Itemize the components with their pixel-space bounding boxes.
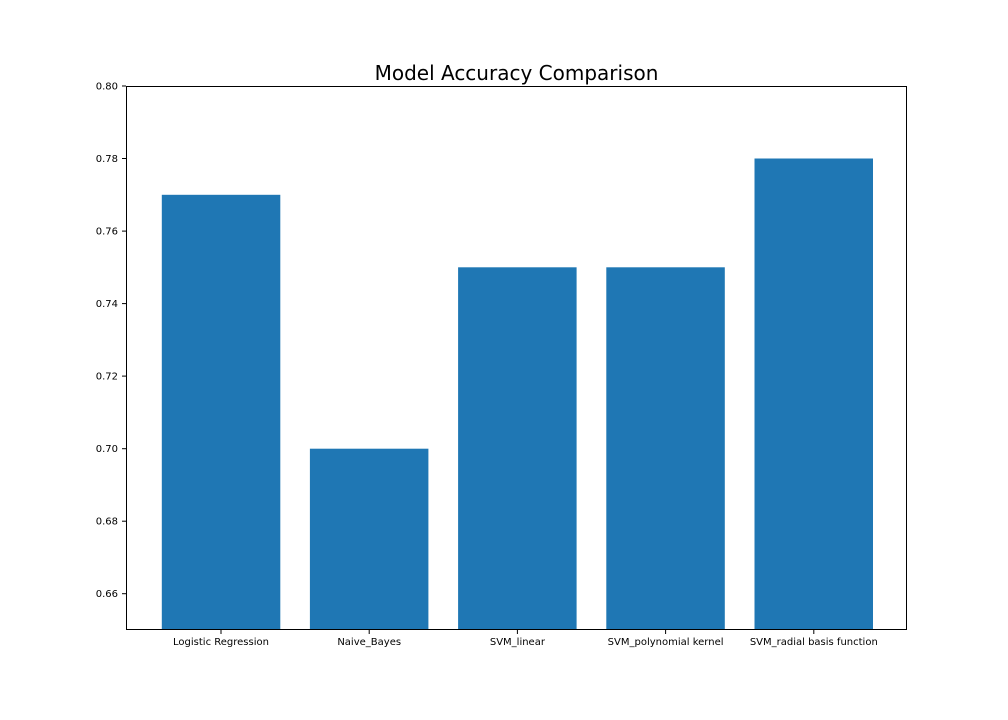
bar-1 <box>161 194 281 631</box>
y-tick-label: 0.66 <box>96 589 118 600</box>
chart-title: Model Accuracy Comparison <box>375 61 659 85</box>
bar-5 <box>754 158 873 630</box>
bar-2 <box>309 448 429 630</box>
y-tick-label: 0.74 <box>96 299 118 310</box>
x-tick-label: SVM_polynomial kernel <box>608 637 724 648</box>
y-tick-label: 0.76 <box>96 227 118 238</box>
y-tick-label: 0.78 <box>96 154 118 165</box>
y-axis-ticks: 0.66 0.68 0.70 0.72 0.74 0.76 0.78 0.80 <box>96 82 126 600</box>
x-tick-label: SVM_linear <box>490 637 546 648</box>
bar-4 <box>606 267 725 630</box>
y-tick-label: 0.80 <box>96 82 118 93</box>
x-tick-label: Naive_Bayes <box>337 637 401 648</box>
y-tick-label: 0.72 <box>96 372 118 383</box>
x-axis-ticks: Logistic Regression Naive_Bayes SVM_linear… <box>173 630 878 648</box>
x-tick-label: Logistic Regression <box>173 637 269 648</box>
axes-frame <box>126 86 907 630</box>
x-tick-label: SVM_radial basis function <box>750 637 878 648</box>
y-tick-label: 0.70 <box>96 444 118 455</box>
bar-3 <box>458 267 577 630</box>
y-tick-label: 0.68 <box>96 517 118 528</box>
bars-group <box>161 158 873 631</box>
